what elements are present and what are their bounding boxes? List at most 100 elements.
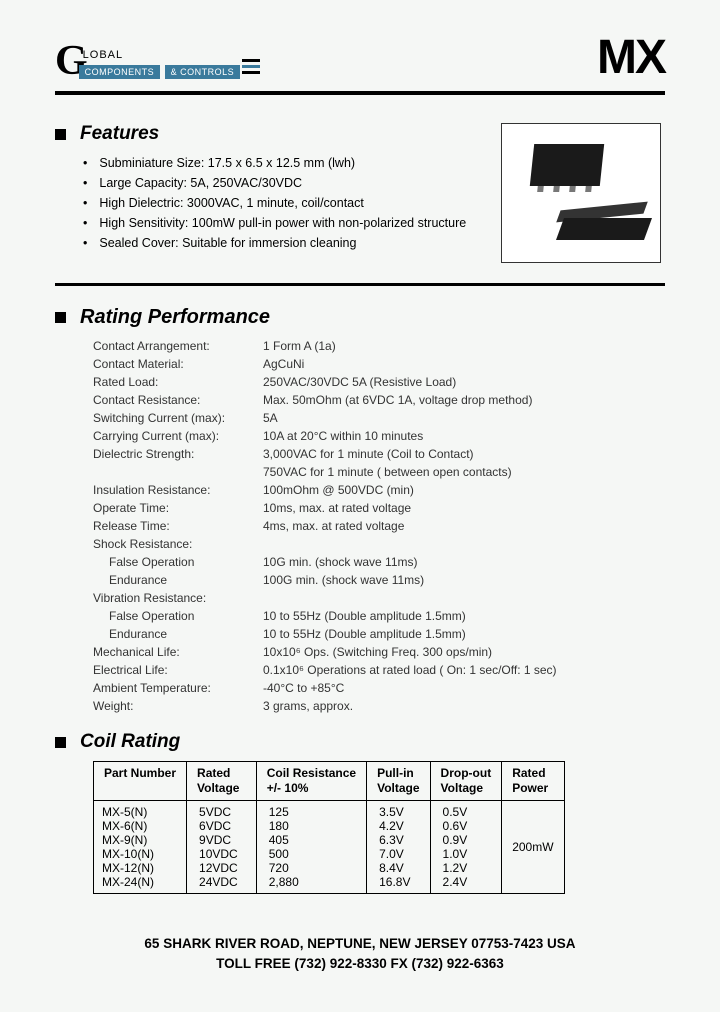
spec-row: Contact Resistance:Max. 50mOhm (at 6VDC …: [93, 391, 665, 409]
spec-value: 10x10⁶ Ops. (Switching Freq. 300 ops/min…: [263, 643, 492, 661]
spec-label: Endurance: [93, 571, 263, 589]
spec-value: 0.1x10⁶ Operations at rated load ( On: 1…: [263, 661, 557, 679]
spec-value: 100mOhm @ 500VDC (min): [263, 481, 414, 499]
table-header: Part Number: [94, 762, 187, 801]
spec-label: Mechanical Life:: [93, 643, 263, 661]
logo-brand: LOBAL: [79, 48, 240, 62]
table-header: RatedVoltage: [187, 762, 257, 801]
spec-row: Ambient Temperature:-40°C to +85°C: [93, 679, 665, 697]
feature-item: High Sensitivity: 100mW pull-in power wi…: [83, 213, 501, 233]
spec-label: False Operation: [93, 553, 263, 571]
spec-label: Dielectric Strength:: [93, 445, 263, 463]
table-header: Pull-inVoltage: [367, 762, 430, 801]
spec-value: 10G min. (shock wave 11ms): [263, 553, 418, 571]
rating-specs: Contact Arrangement:1 Form A (1a)Contact…: [93, 337, 665, 715]
spec-value: 10A at 20°C within 10 minutes: [263, 427, 423, 445]
table-header: RatedPower: [502, 762, 564, 801]
spec-row: Operate Time:10ms, max. at rated voltage: [93, 499, 665, 517]
feature-item: Sealed Cover: Suitable for immersion cle…: [83, 233, 501, 253]
spec-label: Endurance: [93, 625, 263, 643]
coil-table-wrap: Part NumberRatedVoltageCoil Resistance+/…: [93, 761, 665, 894]
product-image: [501, 123, 661, 263]
table-cell-power: 200mW: [502, 801, 564, 894]
spec-row: Endurance100G min. (shock wave 11ms): [93, 571, 665, 589]
spec-label: Switching Current (max):: [93, 409, 263, 427]
logo-bars-icon: [242, 59, 260, 74]
spec-label: Release Time:: [93, 517, 263, 535]
company-logo: G LOBAL COMPONENTS & CONTROLS: [55, 37, 260, 85]
spec-value: 1 Form A (1a): [263, 337, 336, 355]
spec-row: Carrying Current (max):10A at 20°C withi…: [93, 427, 665, 445]
feature-item: High Dielectric: 3000VAC, 1 minute, coil…: [83, 193, 501, 213]
spec-value: 10 to 55Hz (Double amplitude 1.5mm): [263, 607, 466, 625]
spec-row: Contact Arrangement:1 Form A (1a): [93, 337, 665, 355]
spec-row: Endurance10 to 55Hz (Double amplitude 1.…: [93, 625, 665, 643]
features-list: Subminiature Size: 17.5 x 6.5 x 12.5 mm …: [83, 153, 501, 253]
spec-value: Max. 50mOhm (at 6VDC 1A, voltage drop me…: [263, 391, 532, 409]
square-bullet-icon: [55, 129, 66, 140]
spec-row: Electrical Life:0.1x10⁶ Operations at ra…: [93, 661, 665, 679]
spec-row: Switching Current (max):5A: [93, 409, 665, 427]
spec-label: Operate Time:: [93, 499, 263, 517]
header: G LOBAL COMPONENTS & CONTROLS MX: [55, 30, 665, 85]
spec-row: Release Time:4ms, max. at rated voltage: [93, 517, 665, 535]
features-title: Features: [80, 123, 159, 145]
spec-value: 3,000VAC for 1 minute (Coil to Contact): [263, 445, 474, 463]
spec-row: False Operation10 to 55Hz (Double amplit…: [93, 607, 665, 625]
logo-subtitle2: & CONTROLS: [165, 65, 241, 79]
spec-label: Shock Resistance:: [93, 535, 263, 553]
spec-label: [93, 463, 263, 481]
features-heading: Features: [55, 123, 501, 145]
table-header: Drop-outVoltage: [430, 762, 502, 801]
spec-row: False Operation10G min. (shock wave 11ms…: [93, 553, 665, 571]
spec-row: Contact Material:AgCuNi: [93, 355, 665, 373]
divider-top: [55, 91, 665, 95]
coil-table: Part NumberRatedVoltageCoil Resistance+/…: [93, 761, 565, 894]
spec-row: Rated Load:250VAC/30VDC 5A (Resistive Lo…: [93, 373, 665, 391]
table-cell: 3.5V4.2V6.3V7.0V8.4V16.8V: [367, 801, 430, 894]
spec-value: 3 grams, approx.: [263, 697, 353, 715]
square-bullet-icon: [55, 312, 66, 323]
spec-row: Shock Resistance:: [93, 535, 665, 553]
spec-row: Dielectric Strength:3,000VAC for 1 minut…: [93, 445, 665, 463]
spec-label: Electrical Life:: [93, 661, 263, 679]
table-cell: 1251804055007202,880: [256, 801, 366, 894]
square-bullet-icon: [55, 737, 66, 748]
spec-value: 10ms, max. at rated voltage: [263, 499, 411, 517]
spec-value: 750VAC for 1 minute ( between open conta…: [263, 463, 512, 481]
spec-value: 100G min. (shock wave 11ms): [263, 571, 424, 589]
spec-value: AgCuNi: [263, 355, 304, 373]
footer-address: 65 SHARK RIVER ROAD, NEPTUNE, NEW JERSEY…: [0, 934, 720, 954]
logo-subtitle: COMPONENTS: [79, 65, 161, 79]
product-code: MX: [597, 30, 665, 85]
rating-title: Rating Performance: [80, 306, 270, 329]
spec-label: Contact Resistance:: [93, 391, 263, 409]
divider-mid: [55, 283, 665, 286]
footer: 65 SHARK RIVER ROAD, NEPTUNE, NEW JERSEY…: [0, 934, 720, 974]
spec-value: 250VAC/30VDC 5A (Resistive Load): [263, 373, 456, 391]
spec-label: Weight:: [93, 697, 263, 715]
relay-graphic-2: [556, 218, 652, 240]
spec-row: Insulation Resistance:100mOhm @ 500VDC (…: [93, 481, 665, 499]
spec-value: -40°C to +85°C: [263, 679, 344, 697]
features-section: Features Subminiature Size: 17.5 x 6.5 x…: [55, 123, 665, 263]
spec-label: Contact Material:: [93, 355, 263, 373]
table-cell: MX-5(N)MX-6(N)MX-9(N)MX-10(N)MX-12(N)MX-…: [94, 801, 187, 894]
spec-label: Contact Arrangement:: [93, 337, 263, 355]
spec-row: Vibration Resistance:: [93, 589, 665, 607]
spec-row: Weight:3 grams, approx.: [93, 697, 665, 715]
table-cell: 5VDC6VDC9VDC10VDC12VDC24VDC: [187, 801, 257, 894]
coil-heading: Coil Rating: [55, 731, 665, 753]
table-cell: 0.5V0.6V0.9V1.0V1.2V2.4V: [430, 801, 502, 894]
logo-text: LOBAL COMPONENTS & CONTROLS: [79, 48, 240, 80]
spec-label: False Operation: [93, 607, 263, 625]
rating-heading: Rating Performance: [55, 306, 665, 329]
spec-value: 4ms, max. at rated voltage: [263, 517, 404, 535]
spec-label: Ambient Temperature:: [93, 679, 263, 697]
table-row: MX-5(N)MX-6(N)MX-9(N)MX-10(N)MX-12(N)MX-…: [94, 801, 565, 894]
feature-item: Large Capacity: 5A, 250VAC/30VDC: [83, 173, 501, 193]
spec-label: Carrying Current (max):: [93, 427, 263, 445]
spec-label: Rated Load:: [93, 373, 263, 391]
spec-row: 750VAC for 1 minute ( between open conta…: [93, 463, 665, 481]
feature-item: Subminiature Size: 17.5 x 6.5 x 12.5 mm …: [83, 153, 501, 173]
